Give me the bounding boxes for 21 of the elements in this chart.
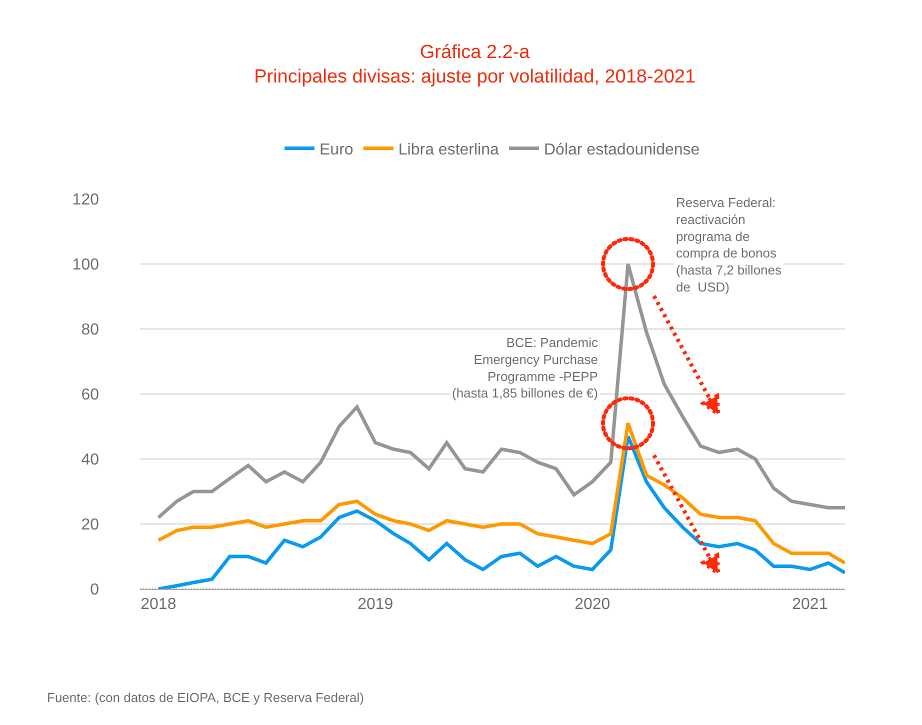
y-tick-label: 80 <box>81 322 100 339</box>
y-tick-label: 0 <box>90 582 100 599</box>
legend-label: Libra esterlina <box>398 141 499 158</box>
line-series <box>156 262 845 520</box>
source-note: Fuente: (con datos de EIOPA, BCE y Reserva Federal) <box>47 690 364 705</box>
y-tick-label: 100 <box>72 256 100 274</box>
annotation: Reserva Federal: reactivación programa de compra de bonos (hasta 7,2 billones de USD) <box>676 195 782 294</box>
legend-label: Dólar estadounidense <box>544 141 700 158</box>
y-tick-label: 60 <box>81 386 100 404</box>
x-tick-label: 2018 <box>140 596 176 614</box>
legend-label: Euro <box>320 141 354 158</box>
chart-title: Gráfica 2.2-a Principales divisas: ajuste por volatilidad, 2018-2021 <box>254 42 696 88</box>
line-series <box>156 434 845 589</box>
x-tick-label: 2019 <box>358 596 394 614</box>
x-tick-label: 2020 <box>574 596 610 614</box>
y-tick-label: 120 <box>72 192 100 209</box>
y-tick-label: 40 <box>81 452 100 469</box>
x-tick-label: 2021 <box>792 596 828 614</box>
line-series <box>156 422 845 565</box>
annotation: BCE: Pandemic Emergency Purchase Programme -PEPP (hasta 1,85 billones de €) <box>452 335 598 401</box>
y-tick-label: 20 <box>81 516 100 534</box>
